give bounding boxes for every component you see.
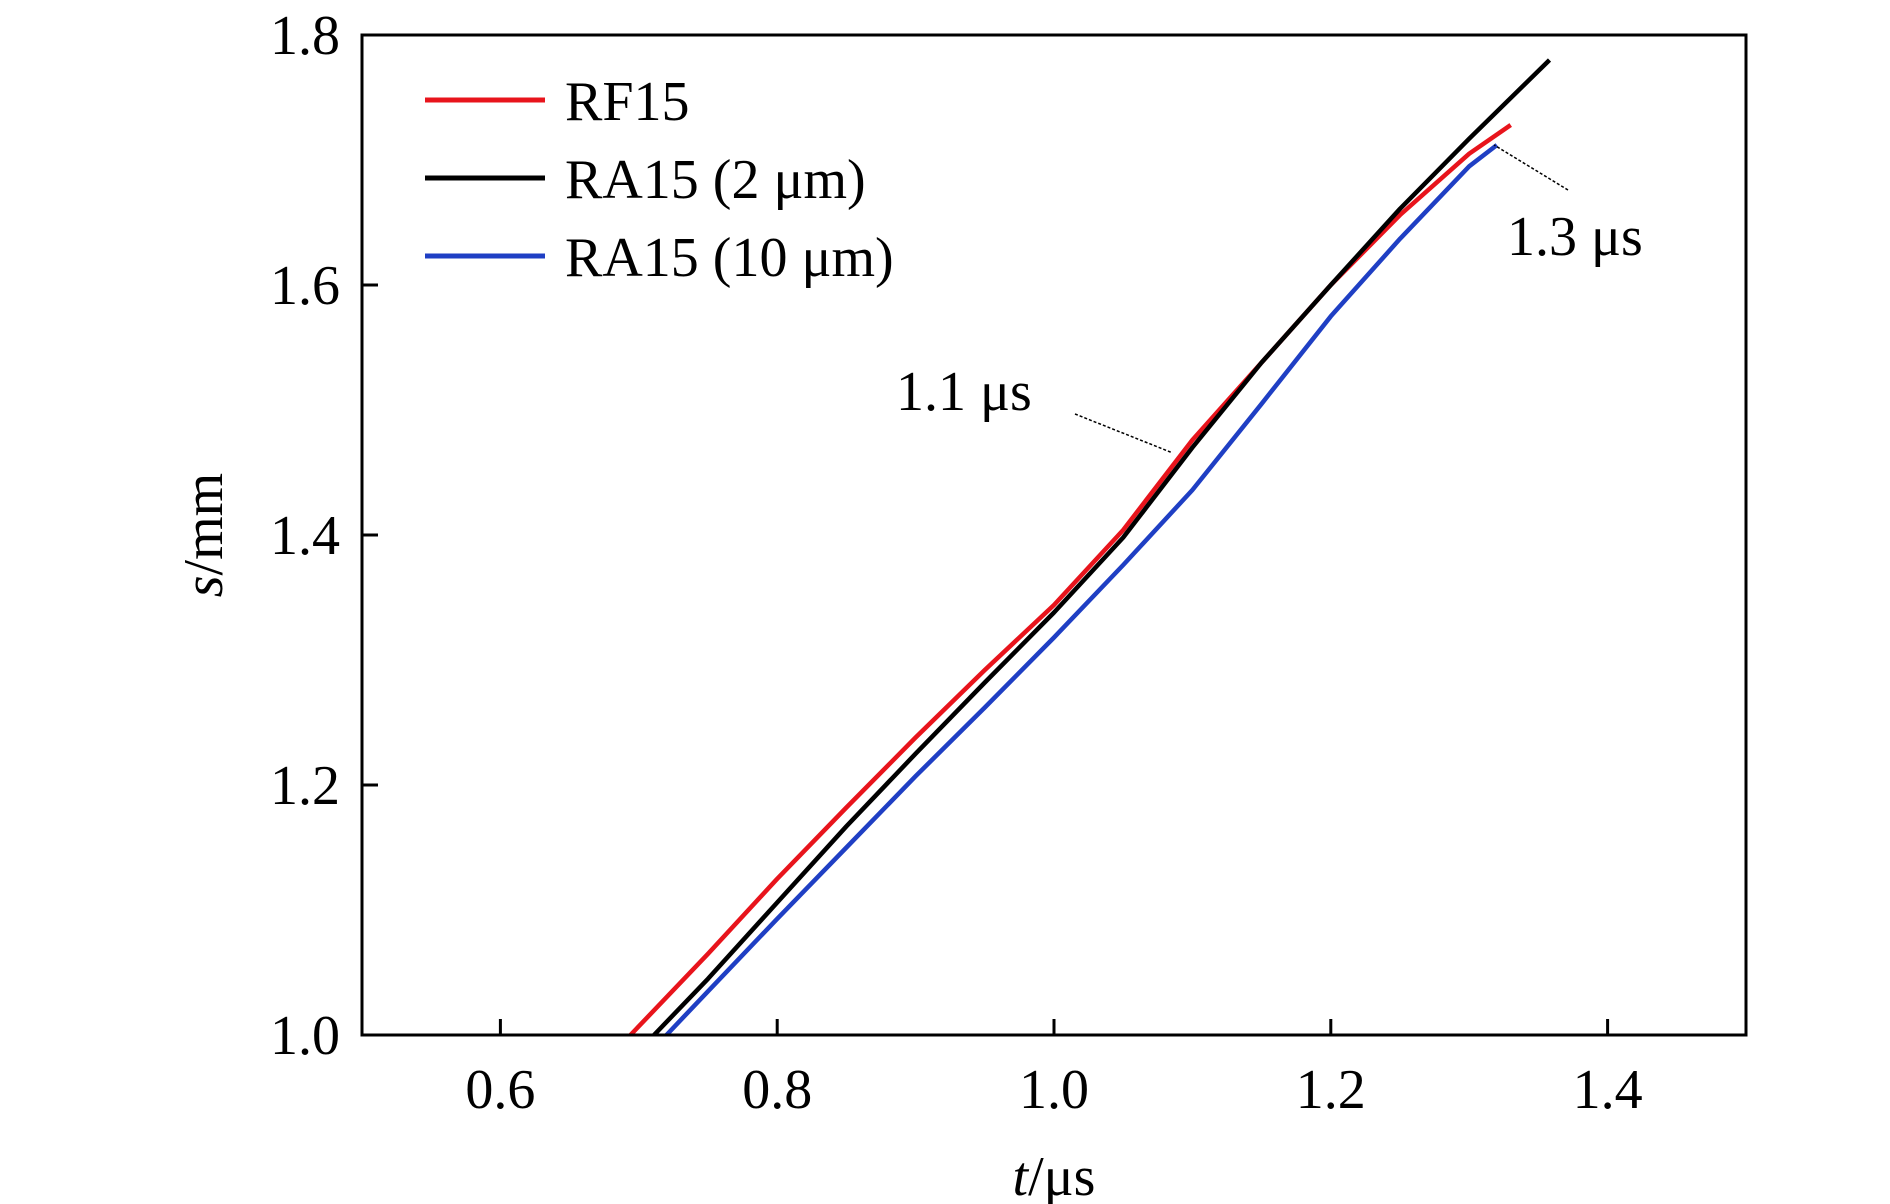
x-tick-label: 0.8 bbox=[742, 1059, 812, 1121]
annotation-layer: 1.1 μs 1.3 μs bbox=[896, 144, 1643, 454]
series-line-2 bbox=[664, 143, 1499, 1035]
annotation-label: 1.1 μs bbox=[896, 361, 1032, 423]
x-tick-label: 1.2 bbox=[1296, 1059, 1366, 1121]
y-axis-label: s/mm bbox=[173, 473, 235, 597]
y-tick-label: 1.2 bbox=[270, 755, 340, 817]
x-axis-ticks: 0.6 0.8 1.0 1.2 1.4 bbox=[465, 1019, 1643, 1121]
annotation-leader bbox=[1074, 413, 1172, 454]
y-tick-label: 1.0 bbox=[270, 1005, 340, 1067]
annotation-leader bbox=[1493, 144, 1569, 191]
series-line-0 bbox=[628, 123, 1512, 1035]
y-tick-label: 1.4 bbox=[270, 505, 340, 567]
x-tick-label: 1.0 bbox=[1019, 1059, 1089, 1121]
x-tick-label: 1.4 bbox=[1573, 1059, 1643, 1121]
series-layer bbox=[628, 58, 1552, 1035]
annotation-label: 1.3 μs bbox=[1507, 206, 1643, 268]
legend: RF15 RA15 (2 μm) RA15 (10 μm) bbox=[425, 71, 894, 289]
legend-label-2: RA15 (10 μm) bbox=[565, 227, 894, 289]
legend-label-0: RF15 bbox=[565, 71, 690, 133]
x-tick-label: 0.6 bbox=[465, 1059, 535, 1121]
y-axis-ticks: 1.0 1.2 1.4 1.6 1.8 bbox=[270, 5, 378, 1067]
x-axis-label: t/μs bbox=[1013, 1146, 1096, 1204]
y-tick-label: 1.8 bbox=[270, 5, 340, 67]
series-line-1 bbox=[652, 58, 1552, 1035]
legend-label-1: RA15 (2 μm) bbox=[565, 149, 866, 211]
y-tick-label: 1.6 bbox=[270, 255, 340, 317]
